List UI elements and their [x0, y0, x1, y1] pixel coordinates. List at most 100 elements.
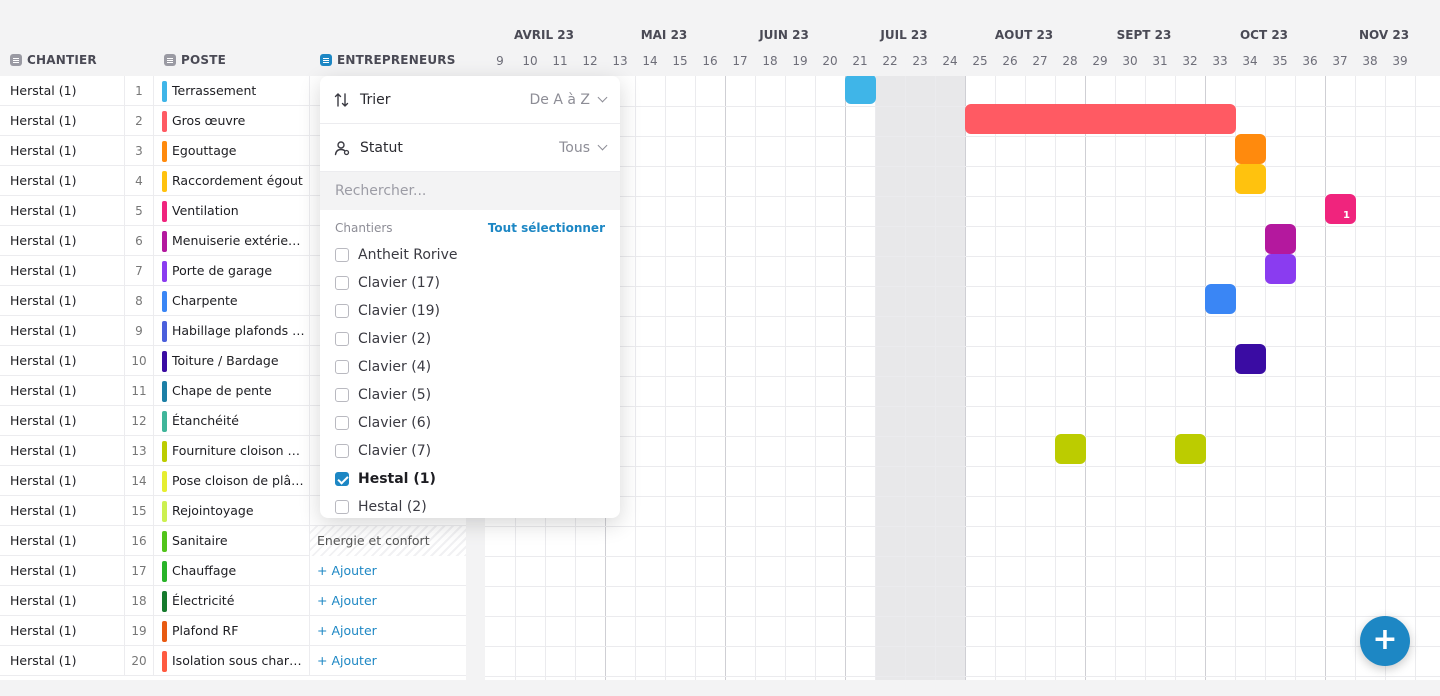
- add-entrepreneur-link[interactable]: + Ajouter: [309, 616, 466, 646]
- search-input[interactable]: [320, 172, 620, 210]
- add-entrepreneur-link[interactable]: + Ajouter: [309, 646, 466, 676]
- entrepreneur-cell[interactable]: [309, 76, 466, 106]
- gantt-bar[interactable]: [1265, 254, 1296, 284]
- poste-cell[interactable]: Rejointoyage: [162, 496, 306, 526]
- checkbox[interactable]: [335, 500, 349, 514]
- gantt-bar[interactable]: [1235, 344, 1266, 374]
- chantier-option[interactable]: Hestal (2): [335, 496, 427, 518]
- chantier-option[interactable]: Clavier (4): [335, 356, 431, 378]
- poste-cell[interactable]: Sanitaire: [162, 526, 306, 556]
- table-row[interactable]: Herstal (1) 8 Charpente: [0, 286, 466, 316]
- checkbox[interactable]: [335, 276, 349, 290]
- entrepreneur-cell[interactable]: [309, 286, 466, 316]
- entrepreneur-cell[interactable]: [309, 436, 466, 466]
- gantt-chart[interactable]: 1: [485, 76, 1440, 680]
- entrepreneur-cell[interactable]: [309, 256, 466, 286]
- checkbox[interactable]: [335, 332, 349, 346]
- entrepreneur-cell[interactable]: [309, 376, 466, 406]
- table-row[interactable]: Herstal (1) 17 Chauffage + Ajouter: [0, 556, 466, 586]
- gantt-bar[interactable]: [1265, 224, 1296, 254]
- table-row[interactable]: Herstal (1) 9 Habillage plafonds e...: [0, 316, 466, 346]
- poste-cell[interactable]: Étanchéité: [162, 406, 306, 436]
- chantier-option[interactable]: Clavier (7): [335, 440, 431, 462]
- poste-cell[interactable]: Isolation sous charp...: [162, 646, 306, 676]
- chantier-option[interactable]: Hestal (1): [335, 468, 436, 490]
- checkbox[interactable]: [335, 416, 349, 430]
- table-row[interactable]: Herstal (1) 5 Ventilation: [0, 196, 466, 226]
- poste-cell[interactable]: Fourniture cloison d...: [162, 436, 306, 466]
- entrepreneur-cell[interactable]: [309, 106, 466, 136]
- gantt-bar[interactable]: [1235, 134, 1266, 164]
- table-row[interactable]: Herstal (1) 14 Pose cloison de plâtre: [0, 466, 466, 496]
- entrepreneur-cell[interactable]: [309, 136, 466, 166]
- chantier-option[interactable]: Clavier (6): [335, 412, 431, 434]
- checkbox[interactable]: [335, 444, 349, 458]
- poste-cell[interactable]: Pose cloison de plâtre: [162, 466, 306, 496]
- entrepreneur-cell[interactable]: [309, 166, 466, 196]
- status-select[interactable]: Tous: [559, 140, 608, 156]
- entrepreneur-cell[interactable]: [309, 196, 466, 226]
- poste-cell[interactable]: Charpente: [162, 286, 306, 316]
- column-header-entrepreneurs[interactable]: ENTREPRENEURS: [320, 52, 456, 68]
- table-row[interactable]: Herstal (1) 18 Électricité + Ajouter: [0, 586, 466, 616]
- poste-cell[interactable]: Terrassement: [162, 76, 306, 106]
- poste-cell[interactable]: Toiture / Bardage: [162, 346, 306, 376]
- chantier-option[interactable]: Clavier (19): [335, 300, 440, 322]
- entrepreneur-cell[interactable]: [309, 346, 466, 376]
- sort-row[interactable]: Trier De A à Z: [320, 76, 620, 124]
- table-row[interactable]: Herstal (1) 20 Isolation sous charp... + Aj…: [0, 646, 466, 676]
- poste-cell[interactable]: Menuiserie extérieure: [162, 226, 306, 256]
- table-row[interactable]: Herstal (1) 7 Porte de garage: [0, 256, 466, 286]
- poste-cell[interactable]: Habillage plafonds e...: [162, 316, 306, 346]
- poste-cell[interactable]: Chauffage: [162, 556, 306, 586]
- chantier-option[interactable]: Clavier (17): [335, 272, 440, 294]
- table-row[interactable]: Herstal (1) 2 Gros œuvre: [0, 106, 466, 136]
- checkbox[interactable]: [335, 304, 349, 318]
- poste-cell[interactable]: Egouttage: [162, 136, 306, 166]
- add-entrepreneur-link[interactable]: + Ajouter: [309, 556, 466, 586]
- poste-cell[interactable]: Ventilation: [162, 196, 306, 226]
- checkbox[interactable]: [335, 248, 349, 262]
- add-entrepreneur-link[interactable]: + Ajouter: [309, 586, 466, 616]
- gantt-bar[interactable]: [1055, 434, 1086, 464]
- checkbox-checked[interactable]: [335, 472, 349, 486]
- add-button[interactable]: +: [1360, 616, 1410, 666]
- column-header-poste[interactable]: POSTE: [164, 52, 226, 68]
- chantier-option[interactable]: Clavier (2): [335, 328, 431, 350]
- entrepreneur-cell[interactable]: [309, 466, 466, 496]
- gantt-bar[interactable]: [1205, 284, 1236, 314]
- poste-cell[interactable]: Plafond RF: [162, 616, 306, 646]
- table-row[interactable]: Herstal (1) 4 Raccordement égout: [0, 166, 466, 196]
- chantier-option[interactable]: Antheit Rorive: [335, 244, 457, 266]
- poste-cell[interactable]: Chape de pente: [162, 376, 306, 406]
- checkbox[interactable]: [335, 360, 349, 374]
- checkbox[interactable]: [335, 388, 349, 402]
- poste-cell[interactable]: Raccordement égout: [162, 166, 306, 196]
- entrepreneur-cell[interactable]: [309, 496, 466, 526]
- gantt-bar[interactable]: [1235, 164, 1266, 194]
- status-row[interactable]: Statut Tous: [320, 124, 620, 172]
- gantt-bar[interactable]: [1175, 434, 1206, 464]
- entrepreneur-cell[interactable]: [309, 316, 466, 346]
- table-row[interactable]: Herstal (1) 10 Toiture / Bardage: [0, 346, 466, 376]
- poste-cell[interactable]: Gros œuvre: [162, 106, 306, 136]
- table-row[interactable]: Herstal (1) 12 Étanchéité: [0, 406, 466, 436]
- table-row[interactable]: Herstal (1) 15 Rejointoyage: [0, 496, 466, 526]
- table-row[interactable]: Herstal (1) 16 Sanitaire Energie et confort: [0, 526, 466, 556]
- entrepreneur-cell[interactable]: [309, 226, 466, 256]
- column-header-chantier[interactable]: CHANTIER: [10, 52, 97, 68]
- entrepreneur-cell[interactable]: Energie et confort: [309, 526, 466, 556]
- gantt-bar[interactable]: [845, 76, 876, 104]
- table-row[interactable]: Herstal (1) 13 Fourniture cloison d...: [0, 436, 466, 466]
- select-all-link[interactable]: Tout sélectionner: [487, 221, 605, 235]
- sort-select[interactable]: De A à Z: [530, 92, 608, 108]
- table-row[interactable]: Herstal (1) 19 Plafond RF + Ajouter: [0, 616, 466, 646]
- poste-cell[interactable]: Porte de garage: [162, 256, 306, 286]
- table-row[interactable]: Herstal (1) 11 Chape de pente: [0, 376, 466, 406]
- chantier-option[interactable]: Clavier (5): [335, 384, 431, 406]
- entrepreneur-cell[interactable]: [309, 406, 466, 436]
- gantt-bar[interactable]: [965, 104, 1236, 134]
- table-row[interactable]: Herstal (1) 1 Terrassement: [0, 76, 466, 106]
- table-row[interactable]: Herstal (1) 3 Egouttage: [0, 136, 466, 166]
- poste-cell[interactable]: Électricité: [162, 586, 306, 616]
